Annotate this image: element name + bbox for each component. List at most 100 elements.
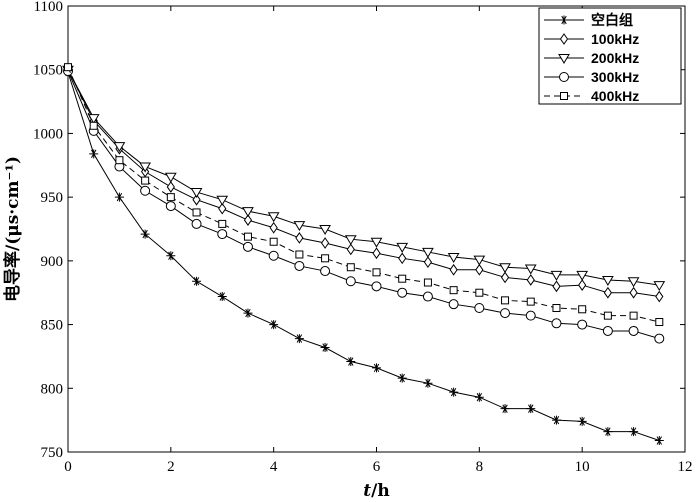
data-point bbox=[114, 192, 124, 202]
data-point bbox=[345, 276, 356, 287]
data-point bbox=[576, 270, 589, 281]
data-point bbox=[422, 247, 434, 258]
x-tick-label: 0 bbox=[64, 459, 72, 475]
data-point bbox=[243, 214, 253, 226]
data-point bbox=[166, 181, 175, 193]
data-point bbox=[113, 142, 126, 153]
series-layer bbox=[62, 63, 666, 446]
data-point bbox=[192, 276, 202, 286]
data-point bbox=[629, 427, 639, 437]
data-point bbox=[293, 221, 306, 232]
x-axis-label-var: t bbox=[363, 481, 371, 501]
series-line bbox=[67, 69, 660, 298]
data-point bbox=[474, 303, 485, 314]
data-point bbox=[447, 253, 460, 264]
data-point bbox=[525, 310, 536, 321]
data-point bbox=[295, 232, 304, 244]
y-axis-label: 电导率/(μs·cm⁻¹) bbox=[2, 156, 23, 302]
data-point bbox=[474, 392, 484, 402]
data-point bbox=[141, 176, 150, 185]
data-point bbox=[397, 373, 407, 383]
data-point bbox=[269, 221, 278, 234]
legend: 空白组 100kHz 200kHz 300kHz 400kHz bbox=[538, 7, 682, 105]
data-point bbox=[422, 291, 433, 302]
data-point bbox=[655, 318, 664, 327]
data-point bbox=[526, 297, 535, 306]
data-point bbox=[578, 305, 587, 314]
data-point bbox=[320, 343, 330, 353]
data-point bbox=[242, 207, 254, 218]
series-line bbox=[67, 70, 660, 340]
data-point bbox=[320, 237, 330, 249]
data-point bbox=[627, 277, 640, 288]
data-point bbox=[448, 299, 459, 310]
data-point bbox=[164, 172, 177, 183]
data-point bbox=[268, 250, 279, 261]
x-tick-label: 6 bbox=[373, 459, 381, 475]
data-point bbox=[346, 263, 355, 272]
data-point bbox=[372, 363, 381, 373]
data-point bbox=[473, 255, 486, 266]
legend-marker bbox=[558, 54, 570, 64]
data-point bbox=[346, 243, 355, 256]
data-point bbox=[475, 263, 484, 276]
data-point bbox=[423, 256, 433, 269]
data-point bbox=[654, 436, 664, 446]
data-point bbox=[603, 427, 613, 437]
legend-label: 100kHz bbox=[591, 31, 639, 47]
x-tick-label: 10 bbox=[575, 459, 590, 475]
series-5 bbox=[64, 63, 664, 327]
data-point bbox=[191, 218, 202, 229]
data-point bbox=[475, 288, 484, 297]
data-point bbox=[603, 286, 612, 299]
data-point bbox=[217, 292, 227, 302]
data-point bbox=[217, 229, 228, 240]
axis-ticks: 0 2 4 6 8 10 12 750 800 850 900 950 1000 1050 1100 bbox=[33, 0, 693, 475]
data-point bbox=[499, 263, 511, 274]
data-point bbox=[501, 296, 510, 305]
x-tick-label: 8 bbox=[476, 459, 484, 475]
series-line bbox=[67, 72, 660, 442]
legend-marker bbox=[559, 72, 569, 82]
data-point bbox=[654, 333, 665, 344]
data-point bbox=[449, 387, 459, 397]
x-axis-label: t/h bbox=[363, 481, 389, 501]
data-point bbox=[449, 263, 458, 276]
y-tick-label: 1050 bbox=[33, 63, 63, 79]
data-point bbox=[550, 270, 563, 281]
legend-label: 200kHz bbox=[591, 50, 639, 66]
series-line bbox=[67, 66, 660, 323]
data-point bbox=[166, 193, 175, 202]
data-point bbox=[344, 235, 357, 246]
data-point bbox=[398, 274, 407, 283]
data-point bbox=[398, 252, 407, 265]
data-point bbox=[551, 415, 561, 425]
data-point bbox=[140, 229, 150, 239]
legend-label: 400kHz bbox=[591, 88, 639, 104]
data-point bbox=[140, 185, 151, 196]
y-tick-label: 750 bbox=[41, 445, 64, 461]
data-point bbox=[269, 320, 279, 330]
y-tick-label: 850 bbox=[41, 318, 64, 334]
legend-marker bbox=[559, 15, 569, 25]
series-4 bbox=[63, 65, 665, 344]
x-tick-label: 2 bbox=[167, 459, 175, 475]
x-tick-label: 4 bbox=[270, 459, 278, 475]
legend-marker bbox=[559, 33, 569, 45]
data-point bbox=[115, 156, 124, 165]
data-point bbox=[552, 304, 561, 313]
data-point bbox=[165, 201, 176, 212]
x-axis-label-unit: /h bbox=[371, 481, 390, 501]
data-point bbox=[320, 266, 331, 277]
data-point bbox=[139, 162, 151, 173]
data-point bbox=[577, 416, 587, 426]
data-point bbox=[524, 264, 537, 275]
data-point bbox=[602, 275, 614, 286]
series-3 bbox=[62, 65, 666, 292]
data-point bbox=[577, 319, 588, 330]
data-point bbox=[218, 219, 227, 228]
data-point bbox=[552, 280, 561, 293]
data-point bbox=[500, 271, 510, 284]
data-point bbox=[628, 325, 639, 336]
data-point bbox=[319, 225, 331, 235]
